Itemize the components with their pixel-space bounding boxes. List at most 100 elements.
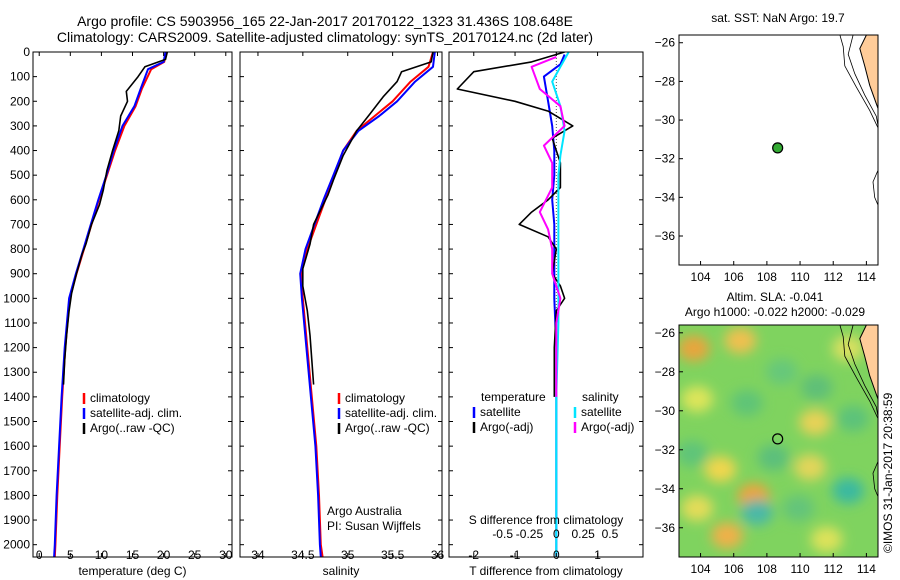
x-axis-label-secondary: S difference from climatology <box>469 513 624 527</box>
diff-series-s-satellite <box>551 52 570 557</box>
x-tick-label: 5 <box>67 548 74 562</box>
argo-float-marker <box>772 142 784 154</box>
diff-series-s-argo <box>530 55 566 397</box>
y-tick-label: −32 <box>655 152 676 166</box>
sla-map-title-line1: Altim. SLA: -0.041 <box>727 290 824 304</box>
x-tick-label: 36 <box>431 548 445 562</box>
temp-panel: 0 5 10 15 20 25 300100200300400500600700800900… <box>3 45 232 578</box>
depth-contour <box>839 325 878 419</box>
x-tick-label: 35 <box>341 548 355 562</box>
legend-label: climatology <box>345 391 405 405</box>
x-axis-label: salinity <box>323 564 360 578</box>
salinity-annotation: Argo Australia <box>327 504 402 518</box>
figure-title-line1: Argo profile: CS 5903956_165 22-Jan-2017… <box>77 13 573 29</box>
sla-anomaly-blob <box>832 335 865 362</box>
y-tick-label: 400 <box>10 144 30 158</box>
y-tick-label: 1900 <box>3 513 30 527</box>
sla-anomaly-blob <box>757 444 790 471</box>
x-tick-label: 106 <box>724 270 744 284</box>
x-tick-label-secondary: -0.25 <box>516 527 544 541</box>
y-tick-label: 800 <box>10 242 30 256</box>
sla-anomaly-blob <box>681 495 714 522</box>
sla-anomaly-blob <box>704 456 737 483</box>
x-tick-label: 108 <box>757 562 777 576</box>
x-axis-label: T difference from climatology <box>469 564 623 578</box>
legend-header-salinity: salinity <box>582 390 619 404</box>
y-tick-label: 1200 <box>3 341 30 355</box>
y-tick-label: 1700 <box>3 464 30 478</box>
sla-anomaly-blob <box>679 440 709 467</box>
sla-anomaly-blob <box>810 526 843 553</box>
legend-label: climatology <box>90 391 150 405</box>
x-tick-label: -2 <box>468 548 479 562</box>
sla-anomaly-blob <box>798 409 831 436</box>
x-tick-label: 108 <box>757 270 777 284</box>
y-tick-label: −28 <box>655 365 676 379</box>
sal-panel: 34 34.5 35 35.5 36 salinity <box>239 51 445 578</box>
sla-map-frame <box>678 324 879 558</box>
legend-label: Argo(-adj) <box>480 420 533 434</box>
x-tick-label: 114 <box>857 562 876 576</box>
x-tick-label: -1 <box>510 548 521 562</box>
y-tick-label: 2000 <box>3 538 30 552</box>
y-tick-label: 1500 <box>3 415 30 429</box>
sst-map-frame <box>678 34 879 266</box>
y-tick-label: 1100 <box>4 316 30 330</box>
sla-anomaly-blob <box>794 454 827 481</box>
x-tick-label: 34.5 <box>291 548 315 562</box>
x-tick-label: 0 <box>553 548 560 562</box>
x-tick-label: 106 <box>724 562 744 576</box>
sla-map-panel: 104 106 108 110 112 114 −26 −28 −30 −32 −34 −36 <box>655 324 879 576</box>
y-tick-label: −30 <box>655 113 676 127</box>
y-tick-label: 1800 <box>3 488 30 502</box>
x-tick-label: 25 <box>188 548 202 562</box>
y-tick-label: 1000 <box>3 291 30 305</box>
x-tick-label: 0 <box>36 548 43 562</box>
y-tick-label: −26 <box>655 36 676 50</box>
diff-panel: -2 -1 0 1 -0.5 -0.25 0 0.25 0.5S difference from… <box>448 51 644 578</box>
legend-label: satellite-adj. clim. <box>90 406 182 420</box>
y-tick-label: 1600 <box>3 439 30 453</box>
sla-anomaly-blob <box>679 335 710 362</box>
sla-map-title-line2: Argo h1000: -0.022 h2000: -0.029 <box>685 305 865 319</box>
x-tick-label-secondary: -0.5 <box>492 527 513 541</box>
legend-header-temperature: temperature <box>481 390 546 404</box>
y-tick-label: 700 <box>10 217 30 231</box>
x-tick-label: 30 <box>219 548 233 562</box>
sal-series-satellite-adj-clim <box>299 52 436 557</box>
y-tick-label: −36 <box>655 521 676 535</box>
diff-legend: temperature salinitysatelliteArgo(-adj)sa… <box>472 390 634 434</box>
sla-anomaly-blob <box>832 477 865 504</box>
sst-map-title: sat. SST: NaN Argo: 19.7 <box>711 11 845 25</box>
x-tick-label: 112 <box>824 270 843 284</box>
y-tick-label: 1400 <box>3 390 30 404</box>
sal-series-argo-raw-qc <box>302 52 434 385</box>
x-tick-label: 20 <box>157 548 171 562</box>
diff-frame <box>448 51 644 558</box>
x-tick-label: 15 <box>126 548 140 562</box>
temp-series-argo-raw-qc <box>62 52 169 385</box>
y-tick-label: 100 <box>10 70 30 84</box>
sla-anomaly-blob <box>740 499 773 526</box>
x-tick-label: 104 <box>691 562 711 576</box>
sla-anomaly-blob <box>800 374 833 401</box>
x-axis-label: temperature (deg C) <box>78 564 186 578</box>
x-tick-label-secondary: 0.25 <box>571 527 595 541</box>
y-tick-label: −34 <box>655 482 676 496</box>
depth-contour <box>872 461 878 497</box>
legend-label: satellite-adj. clim. <box>345 406 437 420</box>
temp-frame <box>32 51 233 558</box>
x-tick-label: 114 <box>857 270 876 284</box>
y-tick-label: 200 <box>10 94 30 108</box>
sla-anomaly-blob <box>724 327 757 354</box>
y-tick-label: 0 <box>23 45 30 59</box>
sal-series-climatology <box>300 52 434 557</box>
x-tick-label-secondary: 0.5 <box>602 527 619 541</box>
sla-anomaly-blob <box>711 522 744 549</box>
temp-series-climatology <box>53 52 168 557</box>
temp-series-satellite-adj-clim <box>53 52 167 557</box>
legend-label: Argo(..raw -QC) <box>345 421 430 435</box>
